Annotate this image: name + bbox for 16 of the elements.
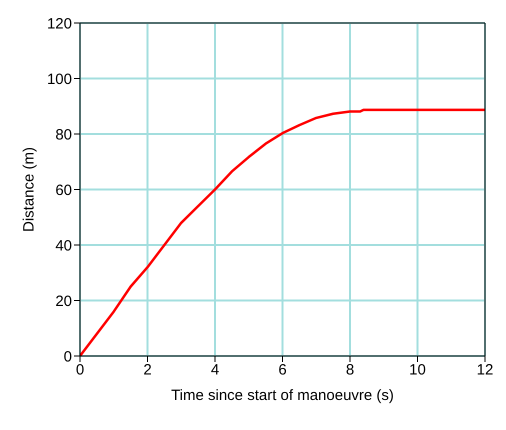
- x-tick-label: 8: [346, 362, 354, 379]
- y-tick-label: 120: [46, 15, 72, 32]
- y-tick-label: 80: [55, 126, 72, 144]
- x-axis-title: Time since start of manoeuvre (s): [171, 387, 394, 404]
- y-tick-label: 40: [55, 237, 72, 254]
- x-tick-label: 4: [210, 362, 220, 379]
- y-tick-label: 20: [55, 292, 72, 310]
- y-tick-label: 60: [55, 182, 72, 199]
- x-tick-label: 6: [278, 362, 287, 379]
- x-tick-label: 10: [409, 362, 426, 379]
- y-axis-title: Distance (m): [20, 146, 38, 232]
- x-tick-label: 0: [76, 362, 84, 379]
- x-tick-label: 2: [143, 362, 152, 379]
- x-tick-label: 12: [476, 362, 494, 379]
- y-tick-label: 100: [46, 70, 72, 88]
- y-tick-label: 0: [64, 348, 72, 366]
